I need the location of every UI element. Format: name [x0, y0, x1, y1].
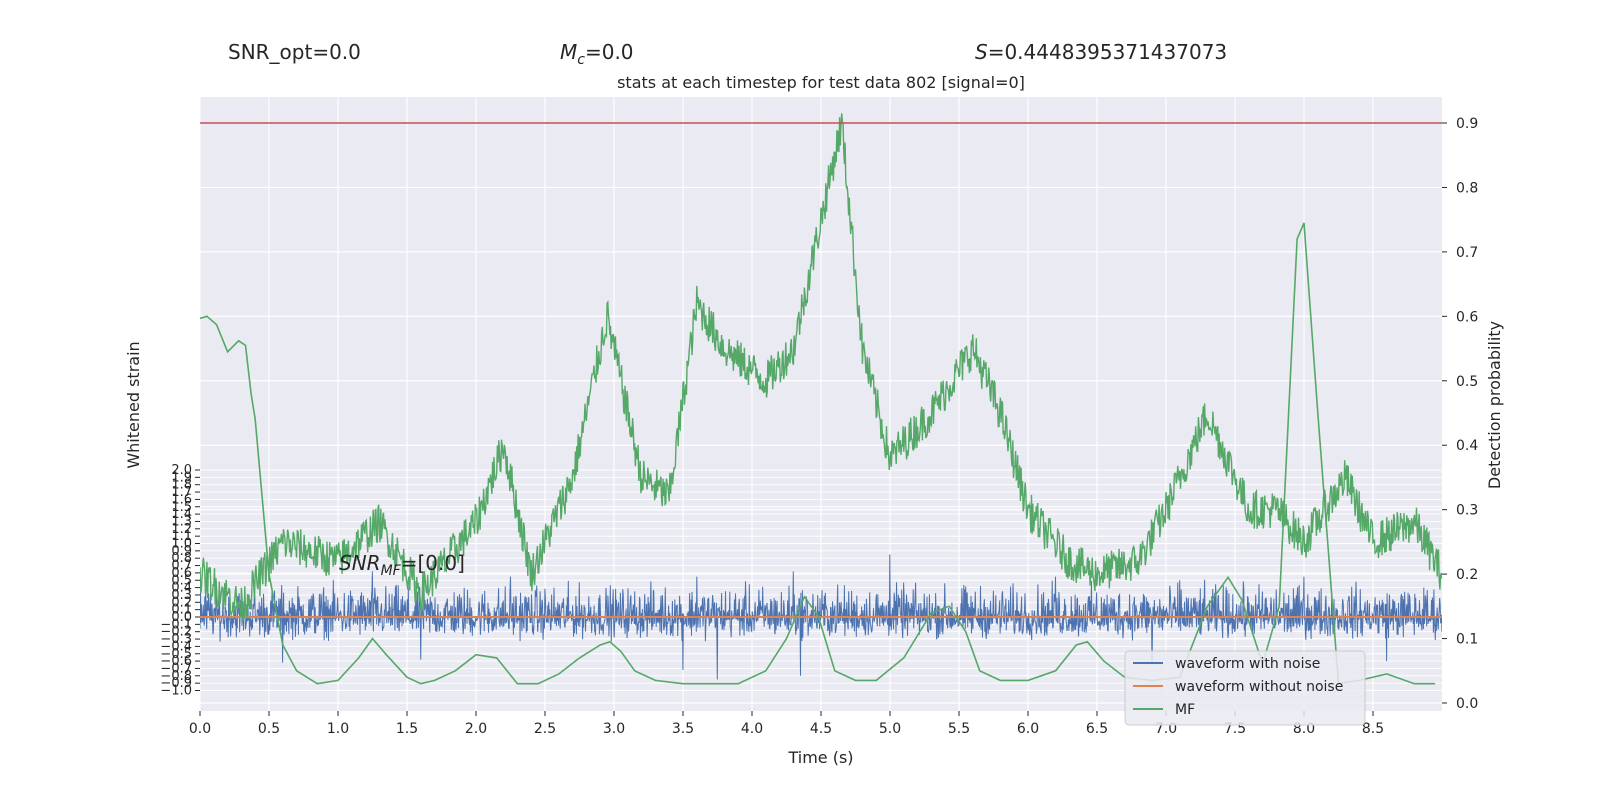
header-mc: Mc=0.0 — [560, 40, 634, 68]
y-left-tick-label: 0.5 — [171, 573, 192, 588]
legend-label-mf: MF — [1175, 702, 1195, 718]
series-mf-fluctuation — [200, 113, 1442, 623]
y-left-tick-label: −0.5 — [160, 647, 192, 662]
y-left-tick-label: 1.1 — [171, 529, 192, 544]
y-left-tick-label: 1.7 — [171, 485, 192, 500]
y-left-tick-label: −0.6 — [160, 654, 192, 669]
y-right-tick-label: 0.8 — [1456, 180, 1478, 196]
y-left-tick-label: 1.9 — [171, 470, 192, 485]
x-tick-label: 3.5 — [672, 721, 694, 737]
y-right-axis-ticks: 0.0 0.1 0.2 0.3 0.4 0.5 0.6 0.7 0.8 0.9 — [1442, 116, 1478, 712]
x-tick-label: 4.5 — [810, 721, 832, 737]
y-right-tick-label: 0.9 — [1456, 116, 1478, 132]
y-left-tick-label: 1.8 — [171, 478, 192, 493]
header-s: S=0.4448395371437073 — [975, 40, 1227, 64]
y-left-tick-label: −0.7 — [160, 661, 192, 676]
series-mf — [200, 222, 1436, 685]
chart-title: stats at each timestep for test data 802… — [617, 73, 1025, 92]
x-tick-label: 1.0 — [327, 721, 349, 737]
snr-mf-sub: MF — [381, 563, 402, 579]
header-s-value: =0.4448395371437073 — [988, 40, 1227, 64]
y-left-tick-label: −0.3 — [160, 632, 192, 647]
snr-mf-symbol: SNR — [339, 551, 381, 575]
x-tick-label: 6.5 — [1086, 721, 1108, 737]
y-left-axis-label: Whitened strain — [124, 341, 143, 468]
header-mc-sub: c — [577, 52, 585, 68]
y-left-tick-label: 0.4 — [171, 581, 192, 596]
y-left-tick-label: −0.9 — [160, 676, 192, 691]
y-right-tick-label: 0.5 — [1456, 374, 1478, 390]
y-left-tick-label: 1.0 — [171, 537, 192, 552]
header-mc-symbol: M — [560, 40, 577, 64]
header-snr-opt: SNR_opt=0.0 — [228, 40, 361, 64]
y-left-tick-label: −0.8 — [160, 669, 192, 684]
y-left-tick-label: 0.0 — [171, 610, 192, 625]
y-left-tick-label: 1.5 — [171, 500, 192, 515]
y-left-tick-label: 0.1 — [171, 603, 192, 618]
y-left-tick-label: 0.8 — [171, 551, 192, 566]
x-tick-label: 2.5 — [534, 721, 556, 737]
y-left-tick-label: 0.6 — [171, 566, 192, 581]
y-left-axis-ticks: 2.01.91.81.71.61.51.41.31.21.11.00.90.80… — [160, 463, 200, 699]
y-left-tick-label: 2.0 — [171, 463, 192, 478]
x-tick-label: 1.5 — [396, 721, 418, 737]
y-left-tick-label: 0.7 — [171, 559, 192, 574]
x-tick-label: 0.0 — [189, 721, 211, 737]
grid-left — [200, 469, 1442, 691]
x-axis-ticks: 0.0 0.5 1.0 1.5 2.0 2.5 3.0 3.5 4.0 4.5 5.0 5.5 6.0 6… — [189, 711, 1384, 737]
y-right-tick-label: 0.2 — [1456, 567, 1478, 583]
x-tick-label: 0.5 — [258, 721, 280, 737]
y-left-tick-label: 0.9 — [171, 544, 192, 559]
y-left-tick-label: 1.6 — [171, 492, 192, 507]
x-tick-label: 5.0 — [879, 721, 901, 737]
y-left-tick-label: 0.2 — [171, 595, 192, 610]
y-right-tick-label: 0.4 — [1456, 438, 1478, 454]
x-tick-label: 2.0 — [465, 721, 487, 737]
snr-mf-value: =[0.0] — [401, 551, 465, 575]
y-left-tick-label: −1.0 — [160, 684, 192, 699]
y-right-tick-label: 0.3 — [1456, 503, 1478, 519]
x-axis-label: Time (s) — [787, 748, 853, 767]
x-tick-label: 8.5 — [1362, 721, 1384, 737]
y-right-tick-label: 0.0 — [1456, 696, 1478, 712]
header-s-symbol: S — [975, 40, 988, 64]
x-tick-label: 4.0 — [741, 721, 763, 737]
y-right-tick-label: 0.7 — [1456, 245, 1478, 261]
x-tick-label: 6.0 — [1017, 721, 1039, 737]
y-right-tick-label: 0.1 — [1456, 632, 1478, 648]
y-right-tick-label: 0.6 — [1456, 309, 1478, 325]
y-right-axis-label: Detection probability — [1485, 321, 1504, 489]
y-left-tick-label: 1.3 — [171, 514, 192, 529]
legend: waveform with noise waveform without noi… — [1124, 650, 1366, 726]
header-mc-value: =0.0 — [585, 40, 634, 64]
legend-label-waveform-without-noise: waveform without noise — [1175, 679, 1343, 695]
y-left-tick-label: 1.2 — [171, 522, 192, 537]
x-tick-label: 3.0 — [603, 721, 625, 737]
y-left-tick-label: −0.1 — [160, 617, 192, 632]
legend-label-waveform-with-noise: waveform with noise — [1175, 656, 1320, 672]
y-left-tick-label: −0.2 — [160, 625, 192, 640]
y-left-tick-label: 1.4 — [171, 507, 192, 522]
snr-mf-annotation: SNRMF=[0.0] — [339, 551, 465, 579]
y-left-tick-label: −0.4 — [160, 639, 192, 654]
legend-box — [1124, 650, 1366, 726]
y-left-tick-label: 0.3 — [171, 588, 192, 603]
series-waveform-with-noise — [200, 554, 1442, 680]
x-tick-label: 5.5 — [948, 721, 970, 737]
